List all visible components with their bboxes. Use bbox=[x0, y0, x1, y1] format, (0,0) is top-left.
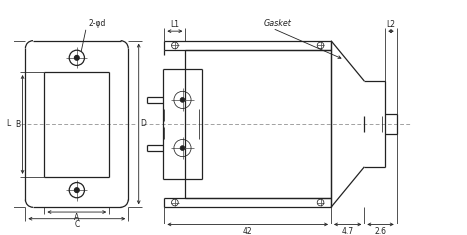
Text: L2: L2 bbox=[387, 20, 396, 29]
Circle shape bbox=[180, 98, 185, 102]
Text: L1: L1 bbox=[170, 20, 179, 29]
Text: A: A bbox=[74, 213, 79, 222]
Text: 4.7: 4.7 bbox=[342, 227, 354, 235]
Circle shape bbox=[180, 146, 185, 150]
Text: D: D bbox=[141, 119, 147, 129]
Text: Gasket: Gasket bbox=[263, 19, 291, 28]
Circle shape bbox=[74, 55, 79, 60]
Text: B: B bbox=[15, 120, 21, 129]
Text: C: C bbox=[74, 220, 79, 229]
Text: 2-φd: 2-φd bbox=[88, 19, 106, 28]
Text: 2.6: 2.6 bbox=[375, 227, 387, 235]
Text: 42: 42 bbox=[243, 227, 253, 235]
Circle shape bbox=[74, 188, 79, 192]
Text: L: L bbox=[6, 119, 10, 129]
